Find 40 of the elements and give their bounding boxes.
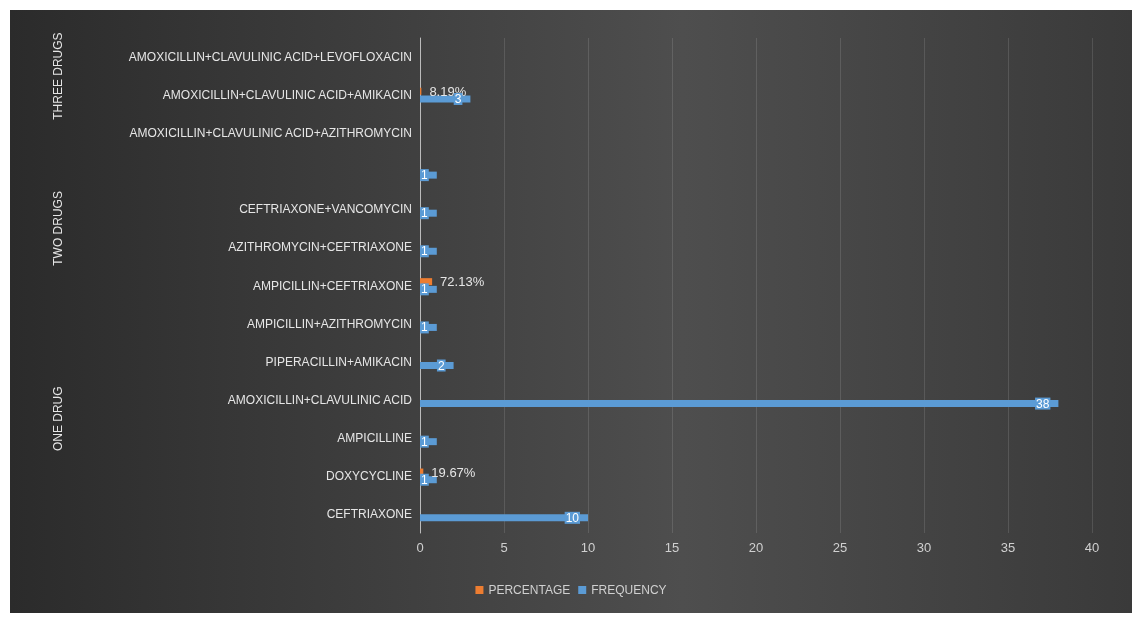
y-tick-label: AMOXICILLIN+CLAVULINIC ACID+AMIKACIN (162, 88, 412, 103)
x-tick-label: 30 (916, 540, 932, 555)
text: THREE DRUGS (51, 32, 65, 120)
data-label: 1 (421, 244, 429, 259)
x-tick-label: 10 (580, 540, 596, 555)
data-label: 2 (437, 358, 445, 373)
y-tick-label: AMOXICILLIN+CLAVULINIC ACID (227, 392, 413, 407)
x-tick-label: 15 (664, 540, 680, 555)
legend-label: PERCENTAGE (488, 583, 571, 597)
text: ONE DRUG (51, 386, 65, 452)
y-tick-label: AMPICILLIN+CEFTRIAXONE (252, 278, 412, 293)
y-tick-label: PIPERACILLIN+AMIKACIN (265, 354, 412, 369)
data-label: 1 (421, 434, 429, 449)
y-tick-label: AMOXICILLIN+CLAVULINIC ACID+LEVOFLOXACIN (128, 50, 412, 65)
legend-label: FREQUENCY (591, 583, 667, 597)
bar (420, 514, 588, 522)
y-tick-label: AMPICILLINE (337, 430, 412, 445)
data-label: 1 (421, 472, 429, 487)
bar (420, 400, 1059, 408)
y-tick-label: AZITHROMYCIN+CEFTRIAXONE (228, 240, 412, 255)
y-tick-label: AMOXICILLIN+CLAVULINIC ACID+AZITHROMYCIN (129, 126, 412, 141)
text: TWO DRUGS (51, 191, 65, 266)
x-tick-label: 40 (1084, 540, 1100, 555)
data-label: 38 (1036, 396, 1050, 411)
data-label: 1 (421, 282, 429, 297)
data-label: 19.67% (431, 464, 476, 480)
data-label: 1 (421, 320, 429, 335)
y-tick-label: DOXYCYCLINE (325, 468, 412, 483)
x-tick-label: 5 (500, 540, 508, 555)
data-label: 72.13% (440, 274, 485, 290)
data-label: 10 (565, 510, 580, 525)
x-tick-label: 0 (416, 540, 424, 555)
x-tick-label: 25 (832, 540, 848, 555)
x-tick-label: 20 (748, 540, 764, 555)
data-label: 1 (421, 168, 429, 183)
x-tick-label: 35 (1000, 540, 1016, 555)
y-tick-label: AMPICILLIN+AZITHROMYCIN (246, 316, 412, 331)
y-tick-label: CEFTRIAXONE (326, 506, 412, 521)
data-label: 1 (421, 206, 429, 221)
y-tick-label: CEFTRIAXONE+VANCOMYCIN (239, 202, 412, 217)
